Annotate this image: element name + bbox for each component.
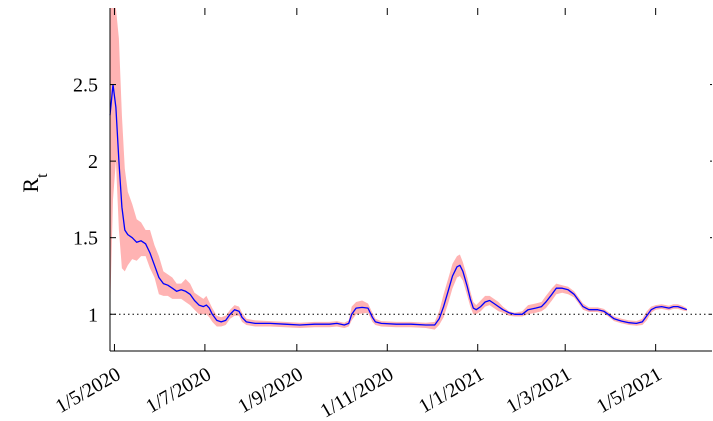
x-tick-label: 1/5/2020 [52,363,125,418]
y-axis-title-main: R [18,178,43,193]
x-tick-label: 1/3/2021 [503,363,576,418]
x-tick-label: 1/7/2020 [142,363,215,418]
y-tick-label: 1 [88,304,98,326]
confidence-band [110,8,687,330]
x-tick-label: 1/9/2020 [234,363,307,418]
y-tick-label: 2.5 [73,75,98,97]
x-tick-label: 1/11/2020 [317,363,398,421]
y-axis-title-subscript: t [34,173,51,178]
x-tick-label: 1/1/2021 [415,363,488,418]
x-tick-label: 1/5/2021 [593,363,666,418]
axis-ticks [110,8,712,351]
y-axis-title: Rt [18,173,51,193]
y-tick-label: 2 [88,151,98,173]
confidence-band-layer [110,8,687,330]
rt-estimate-line [109,83,688,326]
y-tick-label: 1.5 [73,228,98,250]
plot-frame [109,8,712,352]
estimate-line-layer [109,83,688,326]
